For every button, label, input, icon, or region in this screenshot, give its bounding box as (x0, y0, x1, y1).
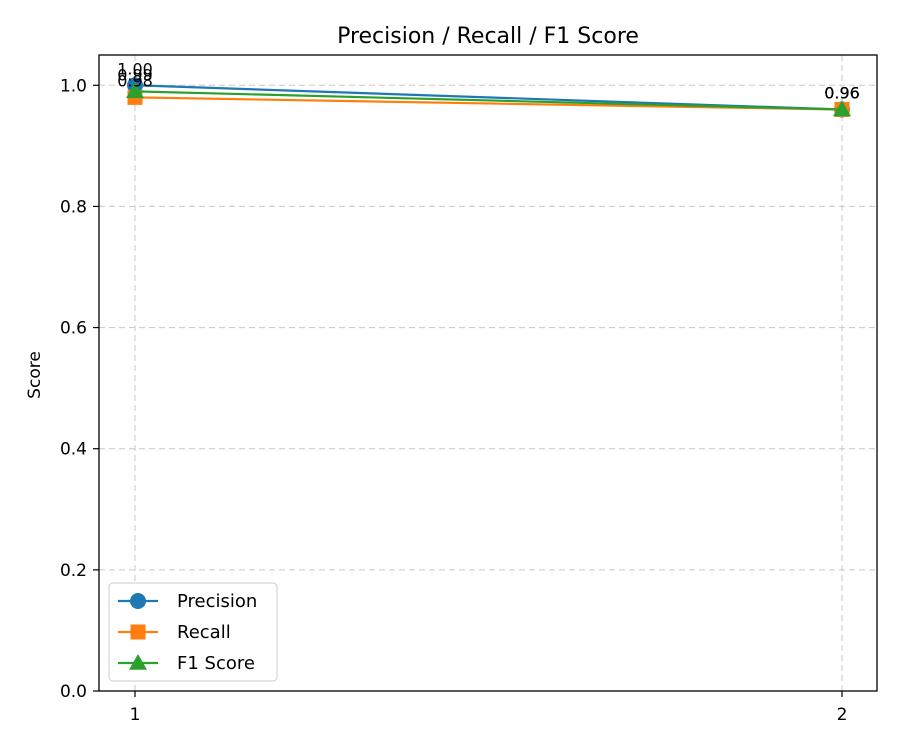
legend-item-recall: Recall (118, 622, 231, 643)
y-tick-label: 1.0 (60, 76, 87, 96)
data-label-recall: 0.98 (117, 71, 153, 90)
data-label-precision: 0.96 (824, 84, 860, 103)
data-labels: 1.000.960.980.960.990.96 (117, 59, 860, 102)
legend: Precision Recall F1 Score (108, 582, 278, 682)
legend-label: F1 Score (177, 653, 255, 674)
legend-item-precision: Precision (118, 591, 257, 612)
legend-label: Precision (177, 591, 257, 612)
y-tick-label: 0.8 (60, 197, 87, 217)
series-line-f1-score (134, 90, 843, 111)
y-tick-label: 0.2 (60, 561, 87, 581)
y-tick-label: 0.4 (60, 440, 87, 460)
legend-marker-recall (130, 624, 146, 640)
data-label-precision: 1.00 (117, 59, 153, 78)
y-axis-label: Score (25, 351, 45, 399)
legend-item-f1-score: F1 Score (118, 653, 255, 674)
series-layer (126, 77, 851, 118)
data-label-f1-score: 0.99 (117, 65, 153, 84)
plot-frame (98, 54, 878, 692)
legend-marker-precision (130, 593, 146, 609)
axis-ticks: 0.0 0.2 0.4 0.6 0.8 1.0 1 2 (60, 76, 847, 725)
x-tick-label: 2 (837, 705, 848, 725)
legend-label: Recall (177, 622, 231, 643)
data-point-f1-score (833, 100, 851, 117)
x-tick-label: 1 (130, 705, 141, 725)
data-label-recall: 0.96 (824, 84, 860, 103)
data-label-f1-score: 0.96 (824, 84, 860, 103)
legend-box (108, 582, 278, 682)
data-point-f1-score (126, 82, 144, 99)
y-tick-label: 0.0 (60, 682, 87, 702)
series-f1-score (126, 82, 851, 117)
y-tick-label: 0.6 (60, 319, 87, 339)
legend-marker-f1-score (129, 654, 147, 670)
chart-title: Precision / Recall / F1 Score (337, 24, 639, 49)
